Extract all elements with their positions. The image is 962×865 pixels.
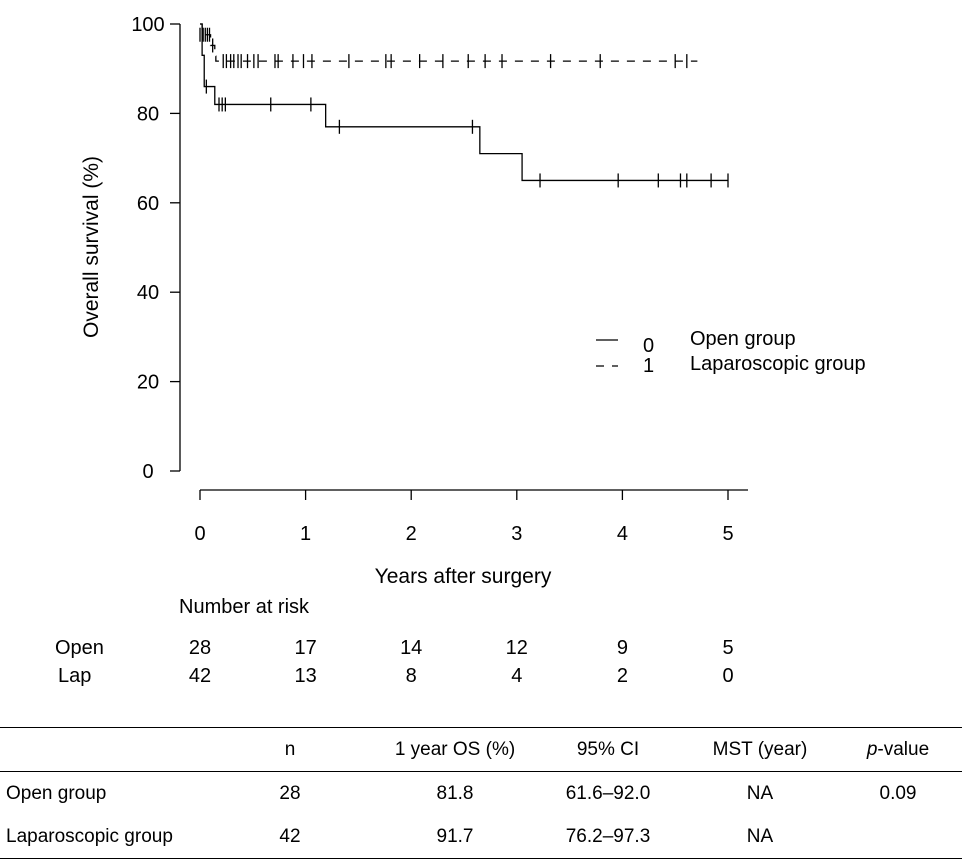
row-os: 91.7 [436,825,474,847]
risk-value: 0 [722,665,734,687]
row-mst: NA [746,825,774,847]
risk-table-title: Number at risk [179,596,310,618]
x-tick-label: 1 [300,523,311,545]
stats-header-mst: MST (year) [712,738,808,760]
row-n: 42 [279,825,301,847]
y-axis-label: Overall survival (%) [80,156,103,338]
stats-header-p-rest: -value [877,738,930,760]
risk-row-label-lap: Lap [58,665,92,687]
row-name: Laparoscopic group [6,825,173,847]
row-n: 28 [279,782,301,804]
risk-value: 42 [188,665,212,687]
row-ci: 76.2–97.3 [565,825,651,847]
legend-code-open: 0 [643,335,654,357]
y-tick-label: 0 [142,461,153,483]
stats-header-blank [0,728,200,772]
stats-header-n: n [284,738,296,760]
risk-value: 8 [405,665,417,687]
legend-label-open: Open group [690,328,796,350]
risk-value: 13 [294,665,317,687]
row-os: 81.8 [436,782,474,804]
y-tick-label: 60 [137,193,159,215]
row-p: 0.09 [879,782,917,804]
y-tick-label: 40 [137,282,159,304]
risk-value: 28 [188,637,212,659]
legend-label-laparoscopic: Laparoscopic group [690,353,866,375]
risk-value: 9 [616,637,628,659]
row-p [834,815,962,859]
risk-value: 12 [505,637,528,659]
stats-header-ci: 95% CI [576,738,640,760]
y-tick-label: 100 [131,14,164,36]
y-tick-label: 20 [137,372,159,394]
stats-header-p-italic: p [866,738,878,760]
y-tick-label: 80 [137,103,159,125]
table-row: Open group 28 81.8 61.6–92.0 NA 0.09 [0,772,962,816]
series-line-open [200,23,728,182]
risk-row-label-open: Open [55,637,104,659]
x-tick-label: 0 [194,523,205,545]
risk-value: 2 [616,665,628,687]
chart-legend: 0 Open group 1 Laparoscopic group [596,328,866,377]
row-mst: NA [746,782,774,804]
risk-value: 5 [722,637,734,659]
table-row: Laparoscopic group 42 91.7 76.2–97.3 NA [0,815,962,859]
row-ci: 61.6–92.0 [565,782,651,804]
x-tick-label: 3 [511,523,522,545]
x-tick-label: 2 [406,523,417,545]
risk-value: 17 [294,637,317,659]
x-tick-label: 4 [617,523,628,545]
x-tick-label: 5 [722,523,733,545]
chart-series-layer [199,23,729,188]
stats-header-os: 1 year OS (%) [394,738,516,760]
risk-value: 14 [400,637,423,659]
stats-header-p: p-value [834,728,962,772]
risk-value: 4 [511,665,523,687]
x-axis-label: Years after surgery [375,565,552,588]
row-name: Open group [6,782,107,804]
stats-header-row: n 1 year OS (%) 95% CI MST (year) p-valu… [0,727,962,772]
legend-code-laparoscopic: 1 [643,355,654,377]
stats-table: n 1 year OS (%) 95% CI MST (year) p-valu… [0,727,962,859]
